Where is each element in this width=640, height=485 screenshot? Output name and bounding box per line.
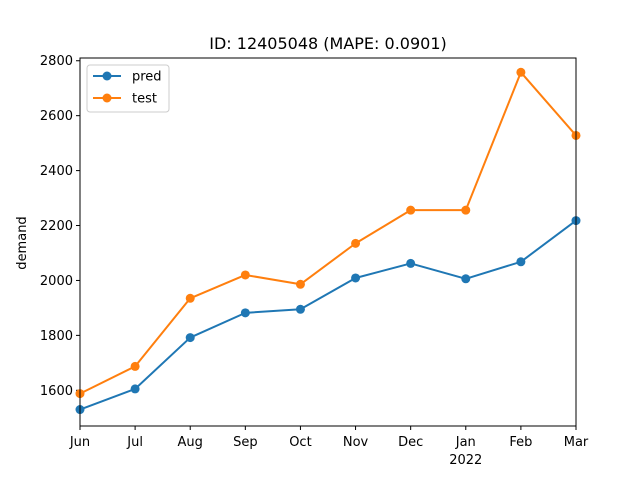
data-point-pred [516, 257, 526, 267]
x-tick-label: Mar [564, 435, 589, 450]
legend-marker-test [102, 93, 112, 103]
x-tick-label: Aug [178, 435, 203, 450]
legend: pred test [86, 64, 170, 113]
x-year-label: 2022 [449, 453, 482, 468]
data-point-test [516, 67, 526, 77]
data-point-test [351, 238, 361, 248]
x-tick-label: Oct [289, 435, 311, 450]
x-tick-label: Sep [233, 435, 258, 450]
y-tick-label: 2000 [40, 274, 73, 289]
data-point-pred [185, 333, 195, 343]
x-tick-label: Jul [126, 435, 143, 450]
data-point-pred [240, 308, 250, 318]
data-point-test [461, 205, 471, 215]
data-point-pred [406, 258, 416, 268]
y-tick-label: 2400 [40, 164, 73, 179]
chart-title: ID: 12405048 (MAPE: 0.0901) [209, 34, 447, 53]
x-tick-label: Jan [455, 435, 476, 450]
y-tick-label: 2600 [40, 109, 73, 124]
data-point-pred [461, 274, 471, 284]
plot-area: 1600 1800 2000 2200 2400 2600 2800 Jun Jul Aug Sep… [40, 54, 589, 468]
y-axis-label: demand [15, 216, 30, 269]
series-line-test [79, 71, 577, 395]
y-tick-label: 1800 [40, 329, 73, 344]
x-tick-label: Nov [343, 435, 369, 450]
plot-frame [79, 57, 577, 427]
data-point-pred [295, 304, 305, 314]
data-point-pred [351, 273, 361, 283]
y-tick-label: 1600 [40, 384, 73, 399]
legend-label-test: test [132, 92, 157, 107]
y-tick-label: 2800 [40, 54, 73, 69]
x-tick-label: Dec [398, 435, 423, 450]
data-point-test [295, 279, 305, 289]
data-point-test [185, 293, 195, 303]
data-point-pred [130, 384, 140, 394]
data-point-test [240, 270, 250, 280]
x-tick-label: Jun [69, 435, 90, 450]
series-line-pred [79, 219, 577, 411]
y-tick-label: 2200 [40, 219, 73, 234]
x-tick-label: Feb [509, 435, 532, 450]
data-point-test [130, 361, 140, 371]
data-point-test [406, 205, 416, 215]
legend-marker-pred [102, 71, 112, 81]
legend-label-pred: pred [132, 70, 162, 85]
